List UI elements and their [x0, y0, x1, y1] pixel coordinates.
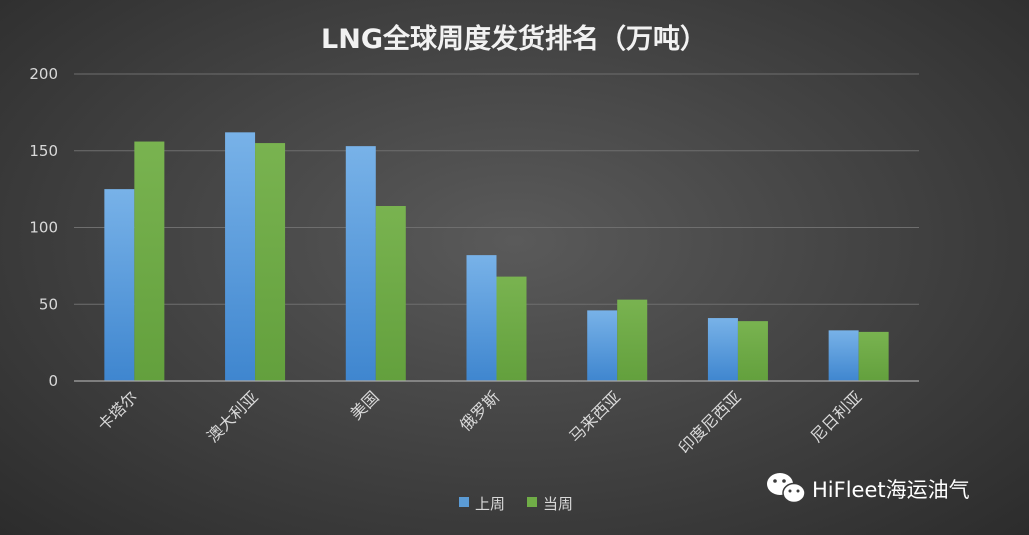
legend-swatch-1: [527, 497, 537, 507]
bar-last-week: [225, 132, 256, 381]
bar-this-week: [617, 299, 648, 381]
y-tick-label: 0: [48, 372, 58, 390]
bar-last-week: [345, 146, 376, 381]
y-axis-ticks: 0 50 100 150 200: [29, 65, 58, 390]
x-category-label: 美国: [347, 387, 383, 423]
watermark-text: HiFleet海运油气: [812, 478, 970, 502]
y-tick-label: 150: [29, 142, 58, 160]
legend: 上周 当周: [459, 495, 573, 513]
x-category-label: 俄罗斯: [456, 387, 503, 434]
bar-this-week: [496, 276, 527, 381]
category-labels: 卡塔尔 澳大利亚 美国 俄罗斯 马来西亚 印度尼西亚 尼日利亚: [94, 387, 866, 457]
x-category-label: 澳大利亚: [203, 387, 262, 446]
legend-swatch-0: [459, 497, 469, 507]
x-category-label: 尼日利亚: [807, 387, 866, 446]
y-tick-label: 50: [39, 295, 58, 313]
bar-last-week: [707, 318, 738, 381]
bars: [104, 132, 889, 381]
x-category-label: 马来西亚: [565, 387, 624, 446]
y-tick-label: 100: [29, 219, 58, 237]
bar-last-week: [828, 330, 859, 381]
legend-label-0: 上周: [475, 495, 505, 513]
chart-title: LNG全球周度发货排名（万吨）: [321, 23, 707, 55]
bar-this-week: [858, 331, 889, 381]
bar-last-week: [587, 310, 618, 381]
bar-this-week: [134, 141, 165, 381]
x-category-label: 印度尼西亚: [675, 387, 745, 457]
wechat-icon: [767, 473, 806, 504]
watermark: HiFleet海运油气: [767, 473, 970, 504]
y-tick-label: 200: [29, 65, 58, 83]
bar-this-week: [255, 143, 286, 381]
legend-label-1: 当周: [543, 495, 573, 513]
bar-this-week: [375, 206, 406, 381]
bar-last-week: [104, 189, 135, 381]
bar-this-week: [737, 321, 768, 381]
bar-last-week: [466, 255, 497, 381]
x-category-label: 卡塔尔: [94, 387, 141, 434]
